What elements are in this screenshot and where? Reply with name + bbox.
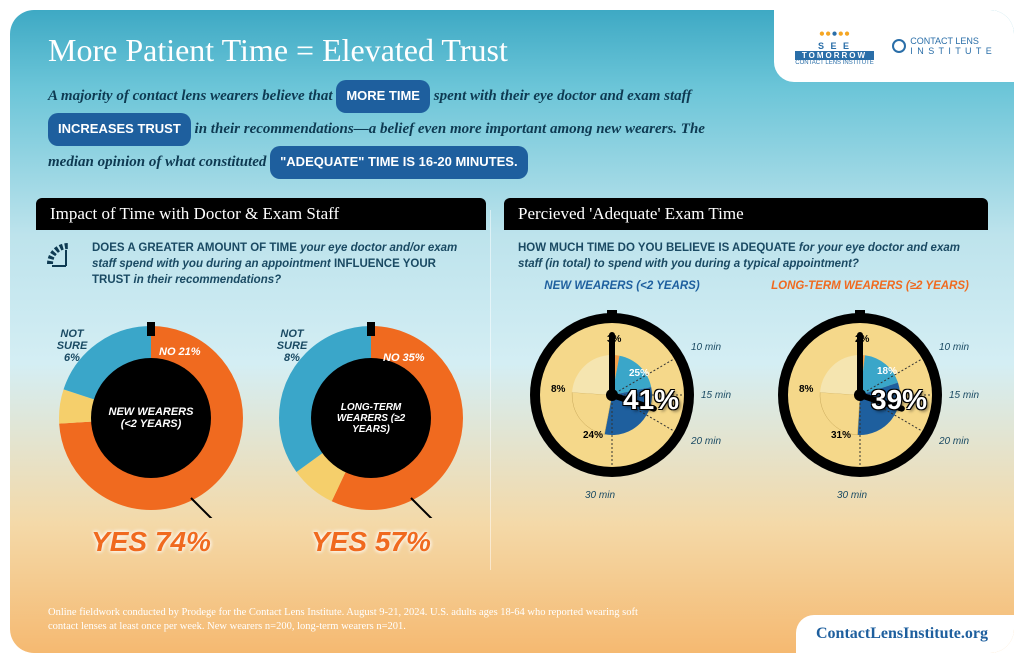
donut-longterm-wearers: LONG-TERM WEARERS (≥2 YEARS) NOT SURE8% …	[271, 308, 471, 558]
time-15: 15 min	[949, 390, 979, 401]
intro-seg: A majority of contact lens wearers belie…	[48, 88, 333, 104]
right-panel: Percieved 'Adequate' Exam Time HOW MUCH …	[504, 198, 988, 578]
highlight-pill: INCREASES TRUST	[48, 113, 191, 146]
time-15: 15 min	[701, 390, 731, 401]
pct-over: 8%	[551, 384, 565, 395]
time-30: 30 min	[585, 490, 615, 501]
pct-10: 2%	[855, 334, 869, 345]
see-tomorrow-logo: ••••• S E E TOMORROW CONTACT LENS INSTIT…	[795, 27, 873, 66]
ring-icon	[892, 39, 906, 53]
time-20: 20 min	[691, 436, 721, 447]
donut-row: NEW WEARERS (<2 YEARS) NOT SURE6% NO 21%…	[36, 308, 486, 558]
gauge-icon	[46, 238, 86, 268]
clock-title: NEW WEARERS (<2 YEARS)	[507, 280, 737, 292]
notsure-label: NOT SURE6%	[47, 328, 97, 364]
time-30: 30 min	[837, 490, 867, 501]
pct-30: 31%	[831, 430, 851, 441]
time-20: 20 min	[939, 436, 969, 447]
logo-dots-icon: •••••	[795, 27, 873, 41]
pct-20-big: 41%	[623, 384, 679, 416]
highlight-pill: "ADEQUATE" TIME IS 16-20 MINUTES.	[270, 146, 527, 179]
pct-15: 18%	[877, 366, 897, 377]
donut-center-label: NEW WEARERS (<2 YEARS)	[91, 358, 211, 478]
pct-15: 25%	[629, 368, 649, 379]
pct-20-big: 39%	[871, 384, 927, 416]
time-10: 10 min	[939, 342, 969, 353]
panel-question: DOES A GREATER AMOUNT OF TIME your eye d…	[92, 240, 476, 288]
pct-over: 8%	[799, 384, 813, 395]
panel-heading: Percieved 'Adequate' Exam Time	[504, 198, 988, 230]
logo-text: TOMORROW	[795, 51, 873, 60]
infographic-card: ••••• S E E TOMORROW CONTACT LENS INSTIT…	[10, 10, 1014, 653]
highlight-pill: MORE TIME	[336, 80, 430, 113]
time-10: 10 min	[691, 342, 721, 353]
footnote: Online fieldwork conducted by Prodege fo…	[48, 606, 648, 635]
logo-text: S E E	[795, 41, 873, 51]
logo-text: CONTACT LENSI N S T I T U T E	[910, 36, 993, 56]
cli-logo: CONTACT LENSI N S T I T U T E	[892, 36, 993, 56]
logo-panel: ••••• S E E TOMORROW CONTACT LENS INSTIT…	[774, 10, 1014, 82]
clock-new-wearers: NEW WEARERS (<2 YEARS)	[507, 280, 737, 560]
panel-divider	[490, 210, 491, 570]
intro-seg: spent with their eye doctor and exam sta…	[434, 88, 692, 104]
main-title: More Patient Time = Elevated Trust	[48, 32, 508, 69]
no-label: NO 35%	[383, 352, 425, 364]
left-panel: Impact of Time with Doctor & Exam Staff …	[36, 198, 486, 578]
yes-label: YES 74%	[51, 526, 251, 558]
intro-text: A majority of contact lens wearers belie…	[48, 80, 748, 179]
yes-label: YES 57%	[271, 526, 471, 558]
panel-question: HOW MUCH TIME DO YOU BELIEVE IS ADEQUATE…	[518, 240, 978, 272]
clock-title: LONG-TERM WEARERS (≥2 YEARS)	[755, 280, 985, 292]
notsure-label: NOT SURE8%	[267, 328, 317, 364]
clock-row: NEW WEARERS (<2 YEARS)	[504, 280, 988, 560]
pct-30: 24%	[583, 430, 603, 441]
logo-subtext: CONTACT LENS INSTITUTE	[795, 60, 873, 66]
clock-longterm-wearers: LONG-TERM WEARERS (≥2 YEARS)	[755, 280, 985, 560]
donut-new-wearers: NEW WEARERS (<2 YEARS) NOT SURE6% NO 21%…	[51, 308, 251, 558]
panel-heading: Impact of Time with Doctor & Exam Staff	[36, 198, 486, 230]
donut-center-label: LONG-TERM WEARERS (≥2 YEARS)	[311, 358, 431, 478]
url-tab: ContactLensInstitute.org	[796, 615, 1014, 653]
pct-10: 3%	[607, 334, 621, 345]
no-label: NO 21%	[159, 346, 201, 358]
